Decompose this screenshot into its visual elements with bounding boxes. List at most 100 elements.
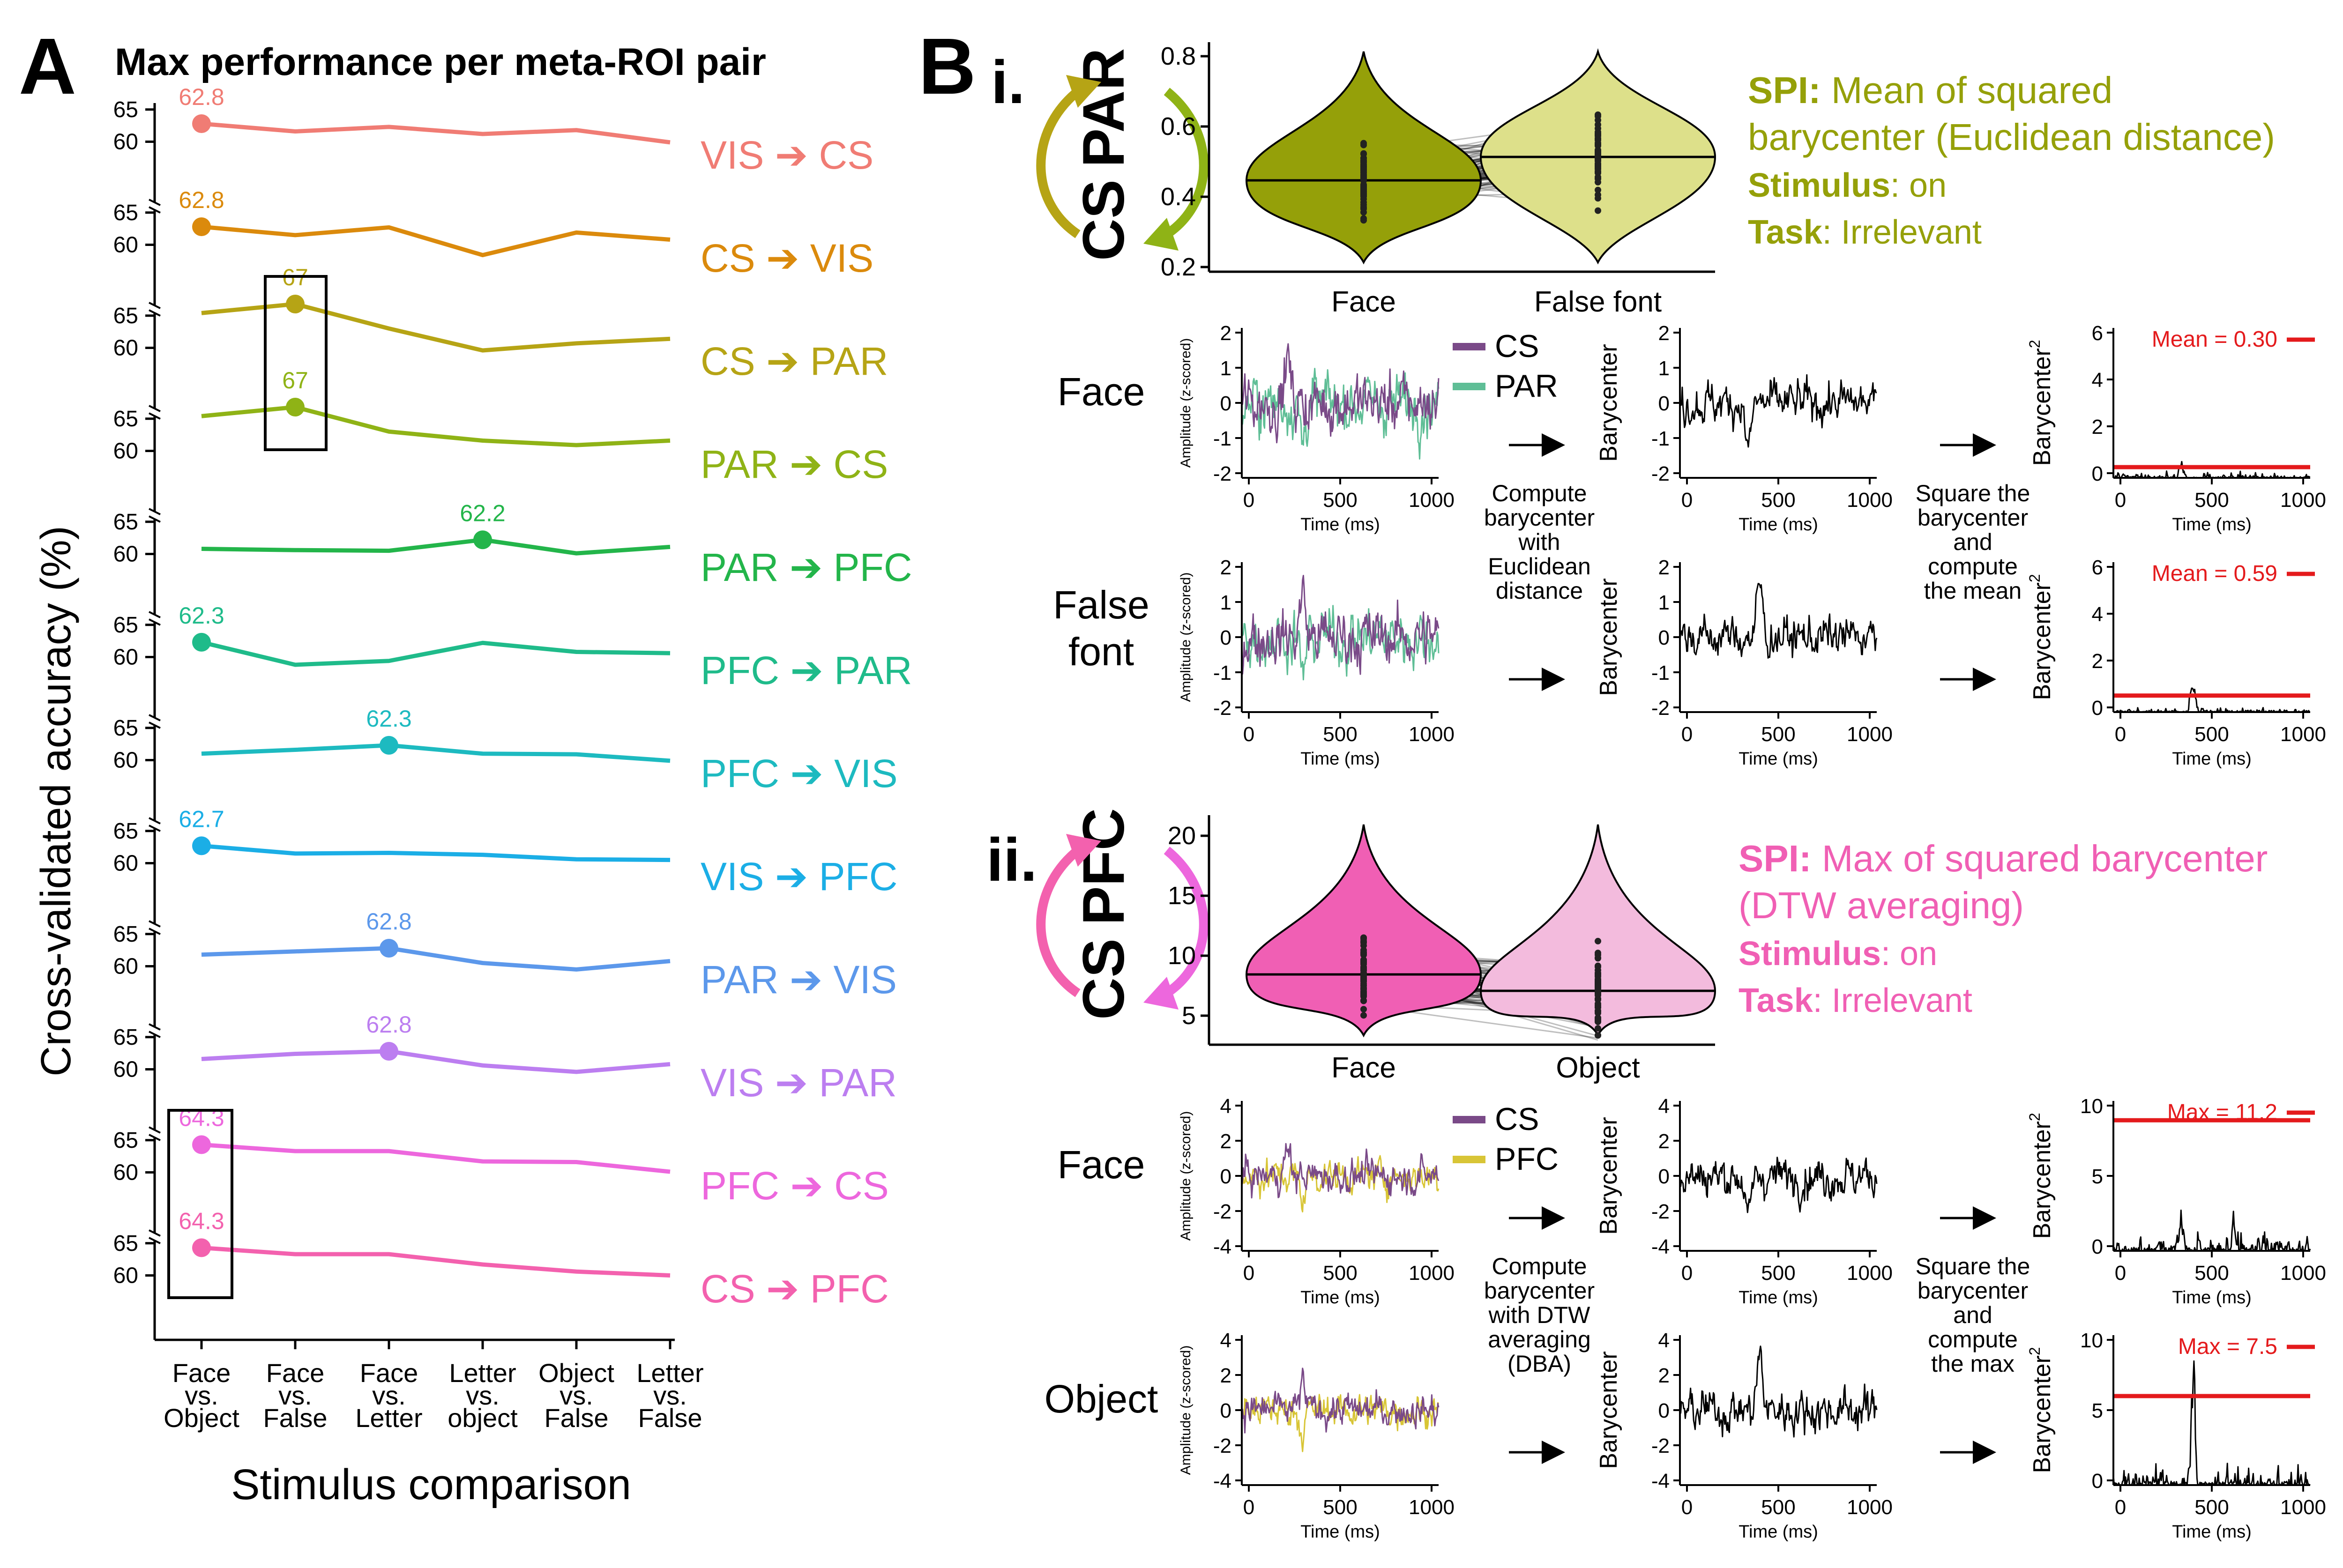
y-tick-label: 1 bbox=[1220, 591, 1231, 614]
x-tick-label: 500 bbox=[2194, 1496, 2229, 1519]
step-2-text: and bbox=[1953, 1302, 1992, 1328]
y-tick-label: 65 bbox=[113, 1025, 138, 1050]
y-tick-label: 4 bbox=[1658, 1329, 1670, 1352]
violin-point bbox=[1595, 981, 1601, 988]
y-tick-label: 2 bbox=[1220, 1130, 1231, 1153]
cycle-arrow-right-head-i bbox=[1143, 218, 1179, 251]
x-axis-label: Time (ms) bbox=[2172, 515, 2252, 535]
y-tick-label: 60 bbox=[113, 130, 138, 155]
y-tick-label: 65 bbox=[113, 716, 138, 741]
y-tick-label: -4 bbox=[1651, 1470, 1670, 1493]
y-axis-label: Barycenter2 bbox=[2026, 574, 2056, 700]
y-tick-label: 65 bbox=[113, 510, 138, 535]
x-tick-label: object bbox=[448, 1403, 518, 1433]
step-1-text: distance bbox=[1496, 578, 1583, 604]
y-tick-label: 1 bbox=[1658, 357, 1670, 380]
roi-top-i: PAR bbox=[1071, 48, 1136, 168]
y-tick-label: 0 bbox=[2092, 462, 2103, 485]
axis-break-mark bbox=[149, 1126, 161, 1141]
violin-point bbox=[1595, 149, 1601, 156]
step-2-text: barycenter bbox=[1918, 1278, 2028, 1304]
y-tick-label: 0 bbox=[1220, 626, 1231, 649]
y-tick-label: 60 bbox=[113, 851, 138, 876]
task-label-i: Task bbox=[1748, 214, 1823, 251]
x-tick-label: 1000 bbox=[1847, 1496, 1893, 1519]
violin-point bbox=[1360, 1012, 1367, 1019]
y-tick-label: 0 bbox=[2092, 697, 2103, 720]
spi-label-i: SPI: bbox=[1748, 69, 1821, 111]
x-tick-label: 0 bbox=[1681, 1262, 1693, 1285]
series-row-cs-to-pfc: 60 65 64.3 CS ➔ PFC bbox=[113, 1208, 889, 1311]
roi-bottom-i: CS bbox=[1071, 179, 1136, 261]
highlight-box-face-vs-false bbox=[264, 275, 328, 451]
axis-break bbox=[148, 200, 162, 213]
violin-point bbox=[1360, 957, 1367, 964]
step-2-text: barycenter bbox=[1918, 505, 2028, 531]
y-tick-label: 5 bbox=[2092, 1399, 2103, 1422]
step-2-text: compute bbox=[1928, 1326, 2018, 1352]
x-tick-label: 0 bbox=[1243, 1496, 1254, 1519]
x-axis-label: Time (ms) bbox=[1300, 1522, 1380, 1542]
max-point bbox=[380, 736, 398, 755]
cycle-arrow-right-ii bbox=[1164, 847, 1209, 997]
row-stimulus-name: Face bbox=[1058, 1143, 1145, 1187]
step-1-text: Euclidean bbox=[1488, 553, 1591, 580]
x-axis-label: Time (ms) bbox=[1300, 1288, 1380, 1308]
step-1-text: barycenter bbox=[1484, 1278, 1595, 1304]
violin-point bbox=[1595, 130, 1601, 137]
step-1-text: barycenter bbox=[1484, 505, 1595, 531]
y-tick-label: 65 bbox=[113, 819, 138, 844]
violin-point bbox=[1360, 209, 1367, 216]
y-tick-label: -2 bbox=[1651, 1434, 1670, 1457]
roi-top-ii: PFC bbox=[1071, 808, 1136, 925]
axis-break-mark bbox=[149, 199, 161, 214]
series-row-vis-to-cs: 60 65 62.8 VIS ➔ CS bbox=[113, 84, 874, 177]
y-tick-label: 2 bbox=[1658, 1364, 1670, 1387]
violin-point bbox=[1595, 1025, 1601, 1032]
summary-label: Mean = 0.30 bbox=[2152, 327, 2277, 352]
row-stimulus-name: False bbox=[1053, 583, 1149, 627]
axis-break bbox=[148, 715, 162, 728]
max-point bbox=[192, 632, 211, 652]
legend-label: PFC bbox=[1495, 1141, 1559, 1177]
series-name: VIS ➔ PAR bbox=[701, 1061, 897, 1105]
x-tick-label: Object bbox=[164, 1403, 239, 1433]
violin-point bbox=[1595, 996, 1601, 1003]
y-tick-label: -1 bbox=[1213, 661, 1231, 684]
x-axis-label: Time (ms) bbox=[1739, 1522, 1818, 1542]
y-tick-label: 0 bbox=[1220, 392, 1231, 415]
violin-point bbox=[1595, 950, 1601, 957]
series-name: PAR ➔ CS bbox=[701, 442, 888, 486]
x-tick-label: 500 bbox=[1761, 1262, 1795, 1285]
x-tick-label: 500 bbox=[1323, 489, 1357, 512]
x-tick-label: 500 bbox=[1323, 1262, 1357, 1285]
x-tick-label: 1000 bbox=[1847, 723, 1893, 746]
y-tick-label: 4 bbox=[1220, 1329, 1231, 1352]
cycle-arrow-left-head-ii bbox=[1066, 834, 1101, 867]
y-tick-label: 60 bbox=[113, 336, 138, 361]
violin-point bbox=[1595, 954, 1601, 961]
violin-point bbox=[1595, 1032, 1601, 1039]
violin-point bbox=[1360, 172, 1367, 179]
roi-bottom-ii: CS bbox=[1071, 938, 1136, 1020]
y-tick-label: 4 bbox=[2092, 369, 2103, 392]
step-2-text: Square the bbox=[1916, 480, 2030, 506]
y-tick-label: 65 bbox=[113, 97, 138, 122]
process-steps: ComputebarycenterwithEuclideandistanceSq… bbox=[1484, 480, 2030, 604]
x-tick-label: False bbox=[263, 1403, 328, 1433]
y-tick-label: -4 bbox=[1651, 1235, 1670, 1258]
violin-point bbox=[1360, 166, 1367, 173]
y-axis-label: Amplitude (z-scored) bbox=[1178, 1345, 1194, 1475]
x-tick-label: 0 bbox=[1681, 1496, 1693, 1519]
violin-point bbox=[1595, 1002, 1601, 1009]
x-axis-label: Stimulus comparison bbox=[231, 1461, 631, 1509]
max-point bbox=[286, 295, 305, 313]
x-axis-label: Time (ms) bbox=[1739, 515, 1818, 535]
violin-y-tick-label: 0.6 bbox=[1161, 112, 1196, 141]
y-tick-label: -2 bbox=[1651, 697, 1670, 720]
y-tick-label: 0 bbox=[2092, 1470, 2103, 1493]
y-tick-label: -2 bbox=[1651, 1200, 1670, 1223]
x-tick-label: vs. bbox=[466, 1381, 500, 1410]
x-tick-label: 500 bbox=[1323, 1496, 1357, 1519]
